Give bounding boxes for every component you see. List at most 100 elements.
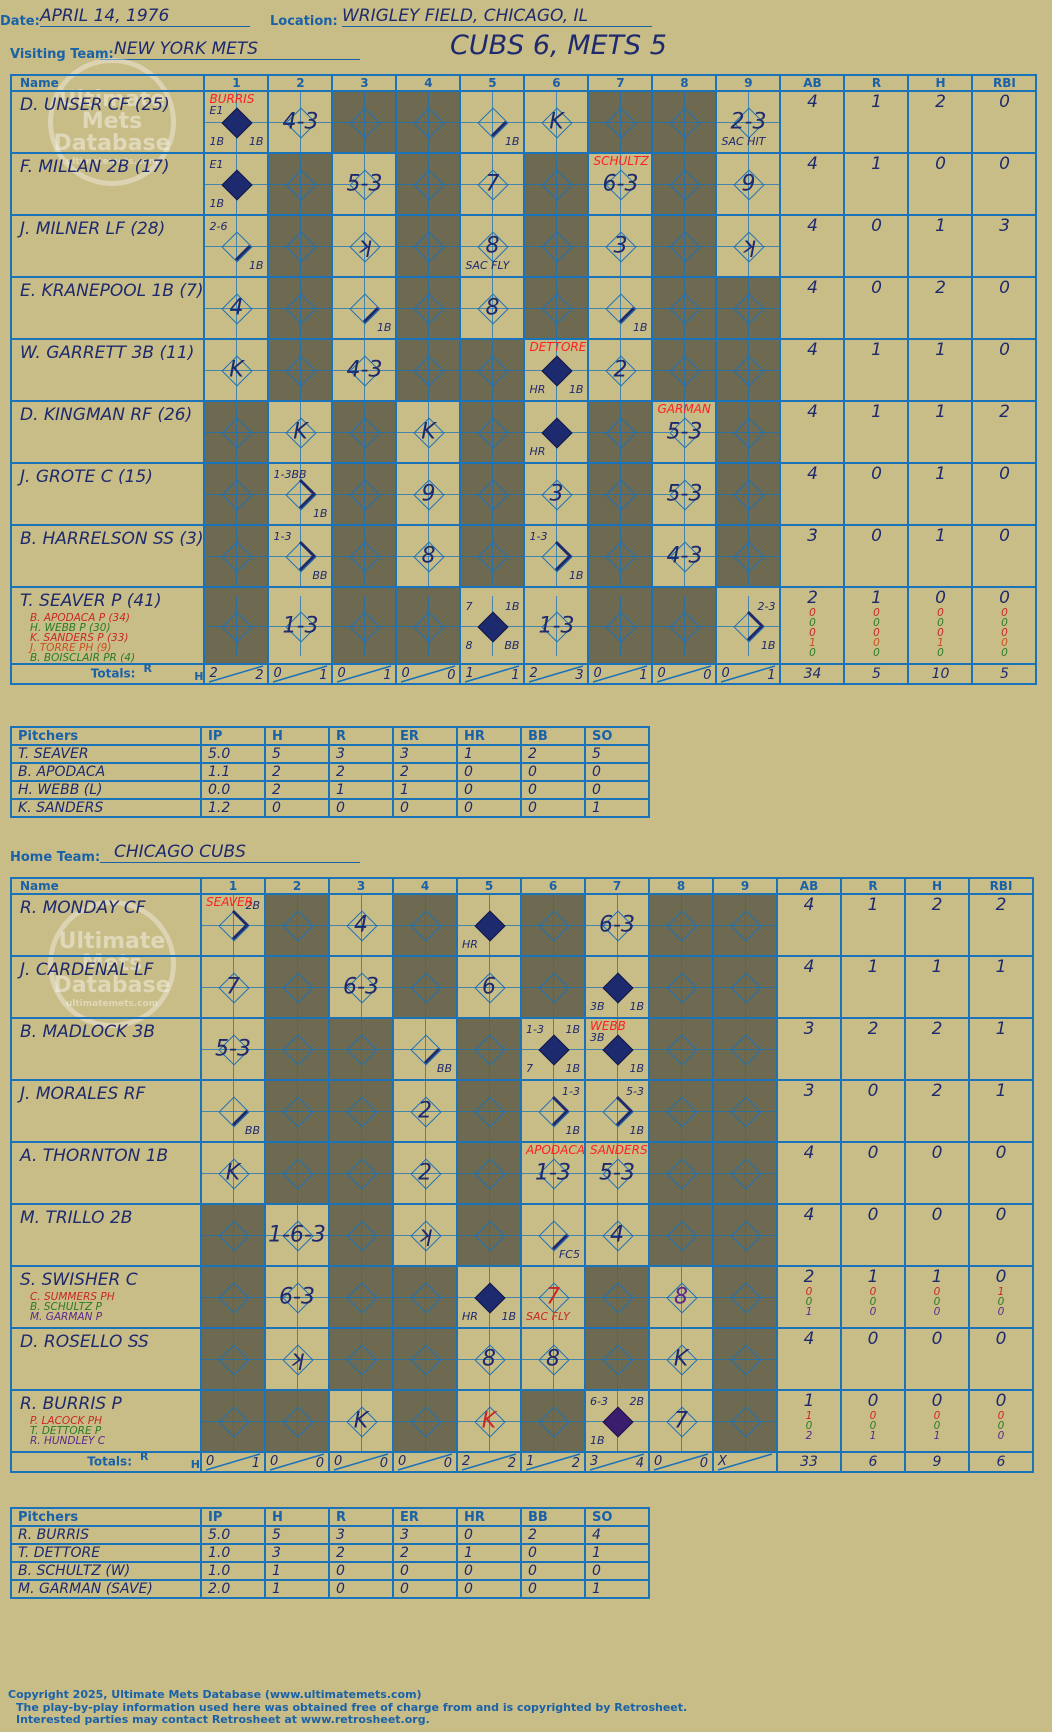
base-diamond (602, 1406, 634, 1438)
base-diamond (474, 910, 506, 942)
inning-runs: 0 (401, 666, 410, 681)
batter-stat-cell: 4 (776, 1203, 842, 1267)
batter-name: J. MILNER LF (28) (20, 219, 166, 239)
play-note: 1-3 (273, 530, 292, 543)
substitute-stat: 0 (805, 1420, 813, 1432)
batter-stat: 2 (803, 1267, 815, 1287)
inning-hits: 0 (443, 1456, 452, 1471)
play-note: 1B (565, 1062, 580, 1075)
play-result: 6 (482, 974, 496, 1000)
pitcher-stat: 3 (264, 1543, 330, 1563)
pitcher-stat: 0 (520, 798, 586, 818)
inning-cell (712, 1017, 778, 1081)
runs-key: R (140, 1450, 149, 1463)
inning-cell (456, 1017, 522, 1081)
batter-stat: 0 (995, 1267, 1007, 1287)
date-label: Date: (0, 14, 40, 29)
batter-stat: 4 (807, 278, 818, 298)
base-diamond (666, 1096, 698, 1128)
inning-cell: 2-3 SAC HIT (715, 90, 782, 154)
batter-stat-cell: 1 (907, 524, 974, 588)
inning-cell: 8 (395, 524, 462, 588)
play-result: 5-3 (666, 419, 703, 445)
play-note: 1B (504, 135, 520, 148)
play-note: 1B (248, 259, 264, 272)
batter-stat-cell: 0 (968, 1203, 1034, 1267)
inning-cell: 8 (648, 1265, 714, 1329)
batter-row: S. SWISHER C C. SUMMERS PH B. SCHULTZ P M. … (10, 1265, 1034, 1329)
batter-name: D. UNSER CF (25) (20, 95, 170, 115)
base-diamond (669, 231, 702, 263)
base-diamond (285, 169, 318, 201)
play-result: 6-3 (599, 912, 635, 938)
batter-stat-cell: 3 (776, 1017, 842, 1081)
play-note: 1B (632, 321, 648, 334)
inning-hits: 0 (703, 668, 712, 683)
batter-stat: 0 (867, 1205, 879, 1225)
totals-label: Totals: (90, 666, 136, 681)
stat-header-0: AB (779, 74, 846, 92)
substitute-name: C. SUMMERS PH (30, 1291, 115, 1303)
batter-stat: 0 (867, 1081, 879, 1101)
base-diamond (733, 541, 766, 573)
inning-cell (712, 1141, 778, 1205)
final-score: CUBS 6, METS 5 (450, 30, 667, 61)
inning-cell (648, 1017, 714, 1081)
stat-total: 5 (843, 663, 910, 685)
batter-stat: 4 (803, 957, 815, 977)
batter-name-cell: A. THORNTON 1B (10, 1141, 202, 1205)
base-diamond (410, 972, 442, 1004)
inning-cell: 1-3 1B (520, 1079, 586, 1143)
batter-name: T. SEAVER P (41) (20, 591, 162, 611)
pitcher-stat: 1 (456, 744, 522, 764)
inning-cell: 5-3 SANDERS (584, 1141, 650, 1205)
batter-stat: 0 (867, 1391, 879, 1411)
play-note: 2-6 (209, 220, 228, 233)
inning-hits: 1 (767, 668, 776, 683)
batter-stat-cell: 1 (907, 338, 974, 402)
inning-cell (584, 1327, 650, 1391)
inning-cell (331, 586, 398, 665)
inning-cell: 6-3 (264, 1265, 330, 1329)
inning-runs: 3 (590, 1454, 599, 1469)
pitcher-stat: 2 (392, 762, 458, 782)
play-note: 1B (209, 135, 225, 148)
inning-cell: 5-3 GARMAN (651, 400, 718, 464)
play-note: 1B (209, 197, 225, 210)
inning-runs: 0 (337, 666, 346, 681)
batter-stat-cell: 3 (776, 1079, 842, 1143)
inning-cell (200, 1265, 266, 1329)
inning-cell: 4-3 (651, 524, 718, 588)
base-diamond (538, 972, 570, 1004)
batter-stat: 1 (871, 92, 882, 112)
batter-stat: 1 (935, 526, 946, 546)
advance-line (299, 478, 317, 510)
inning-hits: 2 (507, 1456, 516, 1471)
play-result: 4 (610, 1222, 624, 1248)
inning-cell (587, 586, 654, 665)
play-result: 4-3 (346, 357, 383, 383)
substitute-stat: 0 (1001, 607, 1008, 619)
inning-cell: 1-3 (523, 586, 590, 665)
substitute-stat: 1 (805, 1306, 813, 1318)
batter-stat-cell: 2 (904, 1017, 970, 1081)
inning-cell (715, 338, 782, 402)
base-diamond (413, 107, 446, 139)
batter-stat: 3 (803, 1081, 815, 1101)
batter-stat-cell: 1 (907, 462, 974, 526)
batter-name-cell: W. GARRETT 3B (11) (9, 338, 206, 402)
play-note: 1B (504, 599, 520, 613)
pitcher-name: B. SCHULTZ (W) (10, 1561, 202, 1581)
base-diamond (541, 169, 574, 201)
batter-stat: 3 (807, 526, 818, 546)
inning-cell: 9 (395, 462, 462, 526)
batter-stat: 4 (807, 216, 818, 236)
pitcher-stat: 1 (456, 1543, 522, 1563)
pitcher-stat: 2 (264, 762, 330, 782)
stat-header-1: R (840, 877, 906, 895)
batter-stat: 4 (803, 895, 815, 915)
